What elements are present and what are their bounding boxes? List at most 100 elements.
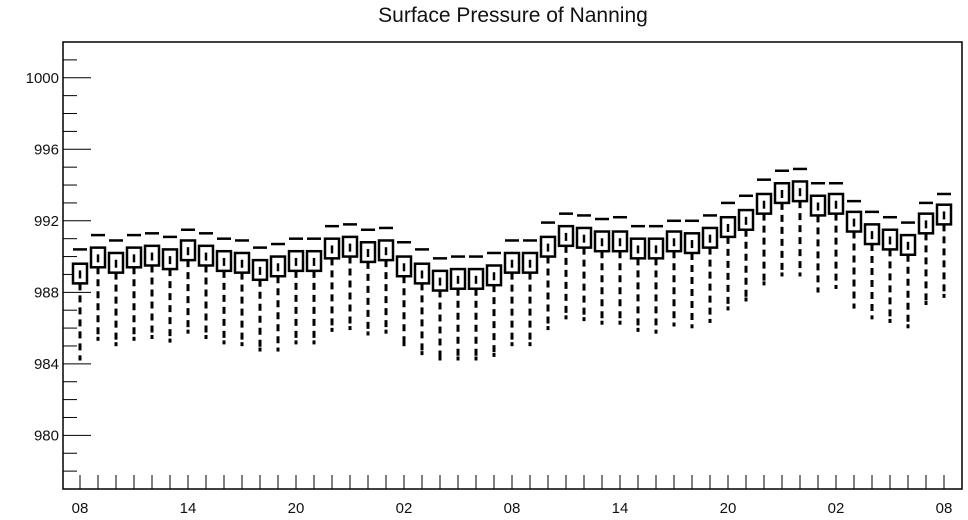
box-group: [881, 215, 899, 323]
y-tick-label: 992: [34, 213, 59, 230]
box-group: [665, 219, 683, 327]
box-group: [305, 237, 323, 345]
box-group: [395, 241, 413, 347]
whisker-low-end: [276, 347, 280, 352]
x-tick-label: 08: [72, 500, 89, 517]
y-tick-label: 988: [34, 284, 59, 301]
box-group: [503, 239, 521, 347]
whisker-low-end: [240, 342, 244, 347]
x-tick-label: 02: [396, 500, 413, 517]
box-group: [359, 228, 377, 336]
y-tick-label: 980: [34, 427, 59, 444]
box-group: [539, 221, 557, 331]
box-group: [863, 210, 881, 320]
box-group: [557, 212, 575, 320]
whisker-low-end: [546, 326, 550, 331]
whisker-low-end: [150, 335, 154, 340]
whisker-low-end: [780, 272, 784, 277]
whisker-low-end: [348, 326, 352, 331]
whisker-low-end: [636, 327, 640, 332]
box-group: [197, 232, 215, 340]
y-tick-label: 984: [34, 356, 59, 373]
whisker-low-end: [654, 329, 658, 334]
whisker-low-end: [798, 272, 802, 277]
box-group: [611, 215, 629, 325]
box-group: [827, 182, 845, 289]
box-group: [341, 223, 359, 331]
whisker-low-end: [528, 342, 532, 347]
x-tick-label: 14: [180, 500, 197, 517]
whisker-low-end: [600, 320, 604, 325]
box-group: [629, 224, 647, 332]
box-group: [809, 182, 827, 293]
chart-title: Surface Pressure of Nanning: [378, 4, 648, 27]
whisker-low-end: [582, 317, 586, 322]
whisker-low-end: [366, 331, 370, 336]
whisker-low-end: [456, 356, 460, 361]
whisker-low-end: [852, 304, 856, 309]
whisker-low-end: [906, 324, 910, 329]
box-group: [575, 214, 593, 322]
whisker-low-end: [942, 293, 946, 298]
whisker-low-end: [114, 342, 118, 347]
box-group: [647, 224, 665, 334]
whisker-low-end: [708, 318, 712, 323]
box-group: [755, 178, 773, 286]
whisker-low-end: [672, 322, 676, 327]
box-group: [107, 239, 125, 347]
whisker-low-end: [168, 338, 172, 343]
whisker-low-end: [690, 324, 694, 329]
x-tick-label: 14: [612, 500, 629, 517]
box-group: [287, 237, 305, 345]
x-tick-label: 08: [936, 500, 953, 517]
x-tick-label: 20: [288, 500, 305, 517]
box-group: [683, 219, 701, 329]
whisker-low-end: [744, 297, 748, 302]
box-group: [485, 251, 503, 357]
box-group: [161, 235, 179, 343]
box-group: [593, 217, 611, 325]
whisker-low-end: [492, 352, 496, 357]
whisker-low-end: [510, 342, 514, 347]
box-group: [737, 194, 755, 302]
x-tick-label: 08: [504, 500, 521, 517]
box-group: [143, 232, 161, 340]
box-group: [215, 237, 233, 345]
whisker-low-end: [204, 335, 208, 340]
whisker-low-end: [474, 356, 478, 361]
whisker-low-end: [816, 288, 820, 293]
x-tick-label: 02: [828, 500, 845, 517]
box-group: [449, 255, 467, 361]
box-group: [845, 199, 863, 309]
box-group: [413, 248, 431, 356]
whisker-low-end: [330, 327, 334, 332]
whisker-low-end: [384, 329, 388, 334]
box-group: [791, 167, 809, 277]
whisker-low-end: [312, 340, 316, 345]
box-group: [269, 242, 287, 352]
whisker-low-end: [186, 329, 190, 334]
box-group: [899, 221, 917, 329]
whisker-low-end: [762, 281, 766, 286]
whisker-low-end: [96, 336, 100, 341]
whisker-low-end: [888, 318, 892, 323]
box-group: [71, 248, 89, 361]
box-group: [521, 239, 539, 347]
box-group: [773, 169, 791, 277]
whisker-low-end: [618, 320, 622, 325]
box-group: [431, 257, 449, 361]
box-group: [467, 255, 485, 361]
box-group: [233, 239, 251, 347]
whisker-low-end: [258, 347, 262, 352]
whisker-low-end: [438, 356, 442, 361]
whisker-low-end: [834, 284, 838, 289]
box-group: [917, 201, 935, 306]
whisker-low-end: [132, 336, 136, 341]
whisker-low-end: [564, 315, 568, 320]
box-group: [179, 228, 197, 334]
whisker-low-end: [420, 351, 424, 356]
whisker-low-end: [924, 301, 928, 306]
box-group: [251, 246, 269, 352]
whisker-low-end: [78, 356, 82, 361]
